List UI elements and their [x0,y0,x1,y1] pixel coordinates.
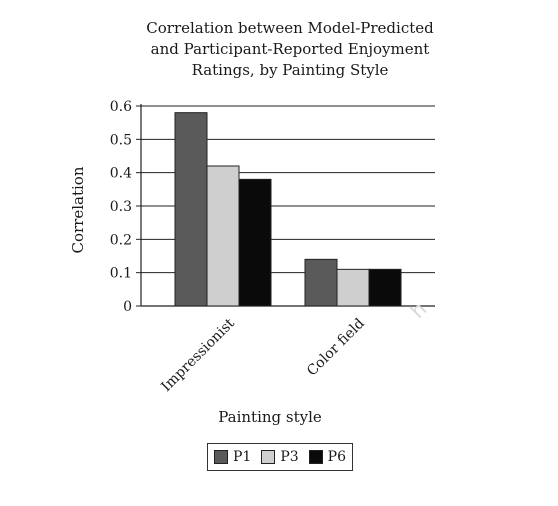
legend: P1 P3 P6 [207,443,353,471]
legend-swatch-p6 [309,450,323,464]
y-tick-label-2: 0.2 [110,232,132,248]
x-axis-label: Painting style [180,408,360,426]
legend-item-p1: P1 [214,449,251,465]
bar-p6-color-field [369,269,401,306]
bar-p3-color-field [337,269,369,306]
y-axis-label: Correlation [69,167,87,254]
legend-label-p3: P3 [280,449,298,465]
bar-p1-color-field [305,259,337,306]
bar-p1-impressionist [175,113,207,306]
bar-p3-impressionist [207,166,239,306]
legend-label-p6: P6 [328,449,346,465]
y-tick-label-5: 0.5 [110,132,132,148]
y-tick-label-6: 0.6 [110,99,132,115]
legend-item-p3: P3 [261,449,298,465]
y-tick-label-0: 0 [123,299,132,315]
y-tick-label-3: 0.3 [110,199,132,215]
y-tick-label-1: 0.1 [110,266,132,282]
legend-swatch-p3 [261,450,275,464]
y-tick-label-4: 0.4 [110,166,132,182]
legend-item-p6: P6 [309,449,346,465]
x-tick-label-impressionist: Impressionist [158,315,238,395]
legend-swatch-p1 [214,450,228,464]
legend-label-p1: P1 [233,449,251,465]
x-tick-label-color-field: Color field [304,315,368,379]
bar-p6-impressionist [239,179,271,306]
